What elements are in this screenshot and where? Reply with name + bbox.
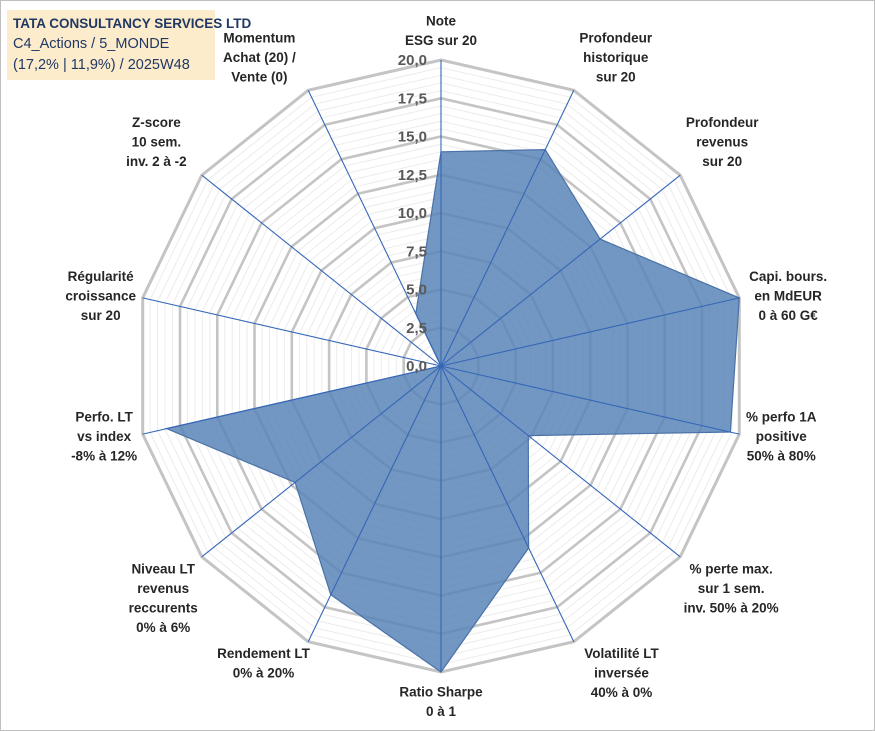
axis-category-label: % perte max. (689, 561, 772, 576)
data-area-series (164, 148, 740, 673)
axis-category-label: inv. 2 à -2 (126, 154, 187, 169)
axis-category-label: Vente (0) (231, 69, 287, 84)
axis-category-label: ESG sur 20 (405, 33, 477, 48)
axis-category-label: sur 20 (596, 69, 636, 84)
axis-spoke (307, 365, 442, 642)
axis-tick-label: 10,0 (398, 205, 427, 222)
chart-subtitle-stats: (17,2% | 11,9%) / 2025W48 (13, 57, 190, 73)
axis-category-label: Régularité (68, 269, 135, 284)
axis-tick-label: 17,5 (398, 90, 427, 107)
axis-category-label: sur 20 (81, 308, 121, 323)
axis-category-label: inv. 50% à 20% (684, 600, 779, 615)
axis-spoke (307, 90, 442, 367)
axis-category-label: Niveau LT (131, 561, 195, 576)
axis-category-label: 0% à 6% (136, 620, 190, 635)
axis-category-label: -8% à 12% (71, 448, 137, 463)
axis-category-label: 40% à 0% (591, 685, 653, 700)
axis-category-label: 50% à 80% (747, 448, 816, 463)
area-layer (164, 148, 740, 673)
axis-tick-label: 20,0 (398, 52, 427, 69)
axis-spoke (201, 365, 442, 558)
axis-category-label: Capi. bours. (749, 269, 827, 284)
axis-category-label: sur 20 (702, 154, 742, 169)
axis-category-label: 10 sem. (132, 135, 182, 150)
axis-tick-label: 15,0 (398, 129, 427, 146)
axis-category-label: Profondeur (686, 115, 759, 130)
axis-category-label: Ratio Sharpe (399, 685, 483, 700)
axis-spoke (440, 365, 575, 642)
axis-category-label: croissance (65, 289, 136, 304)
axis-category-label: historique (583, 50, 649, 65)
axis-category-label: Profondeur (579, 30, 652, 45)
axis-category-label: Rendement LT (217, 646, 311, 661)
tick-layer: 0,0 2,5 5,0 7,5 10,0 12,5 15,0 17,5 20,0 (398, 52, 427, 375)
axis-category-label: Achat (20) / (223, 50, 296, 65)
axis-category-label: % perfo 1A (746, 409, 817, 424)
axis-category-label: vs index (77, 429, 132, 444)
axis-spoke (142, 297, 442, 367)
axis-category-label: Momentum (223, 30, 295, 45)
axis-spoke (440, 90, 575, 367)
label-layer: Note ESG sur 20 Profondeur historique sur 20… (65, 14, 827, 720)
axis-spoke (201, 174, 442, 367)
axis-spoke (440, 174, 681, 367)
axis-tick-label: 5,0 (406, 282, 427, 299)
axis-category-label: 0 à 60 G€ (758, 308, 818, 323)
axis-category-label: en MdEUR (754, 289, 822, 304)
chart-title: TATA CONSULTANCY SERVICES LTD (13, 16, 252, 31)
axis-tick-label: 12,5 (398, 167, 427, 184)
axis-category-label: positive (756, 429, 808, 444)
axis-category-label: inversée (594, 666, 649, 681)
axis-category-label: reccurents (129, 600, 198, 615)
axis-category-label: revenus (137, 581, 189, 596)
chart-title-box: TATA CONSULTANCY SERVICES LTD C4_Actions… (7, 10, 252, 80)
axis-tick-label: 7,5 (406, 243, 427, 260)
axis-category-label: sur 1 sem. (698, 581, 765, 596)
axis-spoke (440, 365, 681, 558)
axis-tick-label: 2,5 (406, 320, 427, 337)
axis-category-label: Volatilité LT (584, 646, 659, 661)
chart-subtitle-category: C4_Actions / 5_MONDE (13, 36, 170, 52)
axis-category-label: 0 à 1 (426, 704, 457, 719)
axis-category-label: Z-score (132, 115, 181, 130)
axis-category-label: Perfo. LT (75, 409, 133, 424)
axis-category-label: revenus (696, 135, 748, 150)
axis-category-label: Note (426, 14, 456, 29)
spoke-layer (142, 60, 740, 672)
axis-category-label: 0% à 20% (233, 666, 295, 681)
axis-tick-label: 0,0 (406, 358, 427, 375)
axis-spoke (440, 297, 740, 367)
axis-spoke (142, 365, 442, 435)
axis-spoke (440, 365, 740, 435)
